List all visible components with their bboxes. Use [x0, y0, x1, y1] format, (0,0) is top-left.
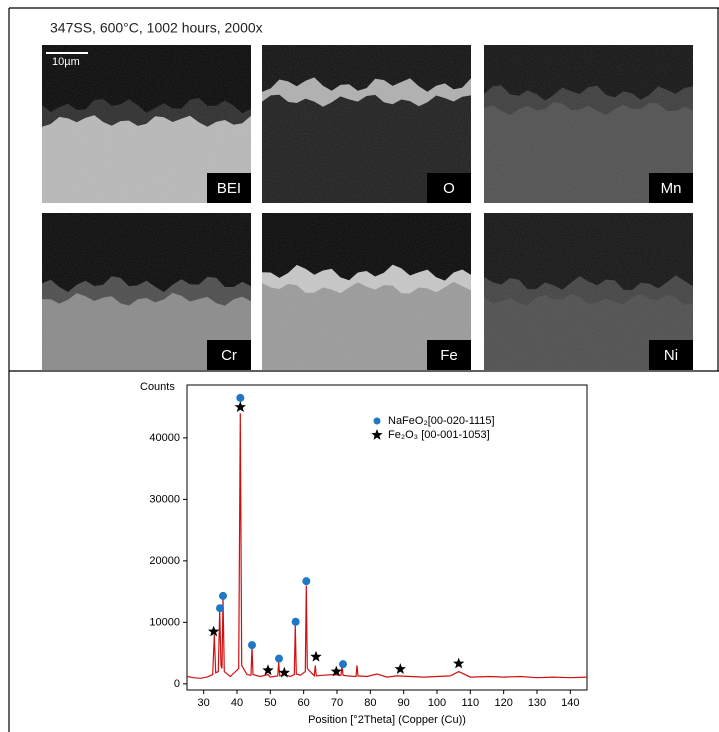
peak-marker [208, 625, 220, 637]
x-tick-label: 80 [364, 697, 376, 709]
legend-label: Fe₂O₃ [00-001-1053] [388, 429, 490, 441]
peak-marker [234, 401, 246, 412]
panel-label-box [649, 340, 693, 370]
scale-bar-label: 10µm [52, 56, 80, 68]
x-tick-label: 90 [398, 697, 410, 709]
y-axis-title: Counts [140, 381, 175, 393]
frame [8, 7, 719, 732]
panel-label-box [207, 340, 251, 370]
caption: 347SS, 600°C, 1002 hours, 2000x [50, 20, 263, 36]
peak-marker [330, 665, 342, 677]
panel-label: BEI [217, 180, 241, 197]
y-tick-label: 40000 [149, 432, 180, 444]
micrograph-grid: BEI O Mn Cr Fe Ni 10µm [42, 45, 693, 370]
xrd-chart: 0 10000 20000 30000 40000 30 40 50 60 70 80 90 100 11… [140, 381, 588, 726]
peak-marker [302, 577, 311, 586]
x-tick-label: 40 [231, 697, 243, 709]
x-tick-label: 70 [331, 697, 343, 709]
panel-label-box [649, 173, 693, 203]
peak-marker [219, 591, 227, 600]
panel-label: Ni [664, 347, 678, 364]
panel-label: O [443, 180, 455, 197]
y-tick-label: 20000 [149, 555, 180, 567]
legend-marker [371, 429, 383, 440]
peak-marker [248, 641, 256, 650]
x-tick-label: 60 [298, 697, 310, 709]
legend-marker [373, 417, 381, 425]
diffraction-pattern [186, 413, 588, 679]
panel-label-box [427, 340, 471, 370]
x-tick-label: 110 [462, 697, 480, 709]
panel-label: Cr [221, 347, 237, 364]
x-tick-label: 50 [264, 697, 276, 709]
x-axis-title: Position [°2Theta] (Copper (Cu)) [308, 714, 466, 726]
peak-marker [310, 650, 322, 662]
x-tick-label: 120 [494, 697, 512, 709]
legend-label: NaFeO₂[00-020-1115] [388, 415, 495, 427]
panel-label-box [207, 173, 251, 203]
x-tick-label: 130 [528, 697, 546, 709]
peak-marker [453, 657, 465, 669]
panel-label: Mn [661, 180, 682, 197]
panel-label: Fe [440, 347, 458, 364]
y-tick-label: 0 [174, 678, 180, 690]
x-tick-label: 100 [428, 697, 446, 709]
y-tick-label: 10000 [149, 616, 180, 628]
peak-marker [275, 654, 283, 663]
peak-marker [339, 660, 347, 669]
peak-marker [262, 664, 274, 676]
y-tick-label: 30000 [149, 493, 180, 505]
panel-label-box [427, 173, 471, 203]
x-tick-label: 30 [198, 697, 210, 709]
peak-marker [278, 666, 290, 678]
plot-frame [186, 384, 588, 691]
x-tick-label: 140 [561, 697, 579, 709]
peak-marker [394, 663, 406, 674]
peak-marker [216, 604, 224, 613]
peak-marker [291, 617, 300, 626]
peak-marker [236, 393, 245, 402]
